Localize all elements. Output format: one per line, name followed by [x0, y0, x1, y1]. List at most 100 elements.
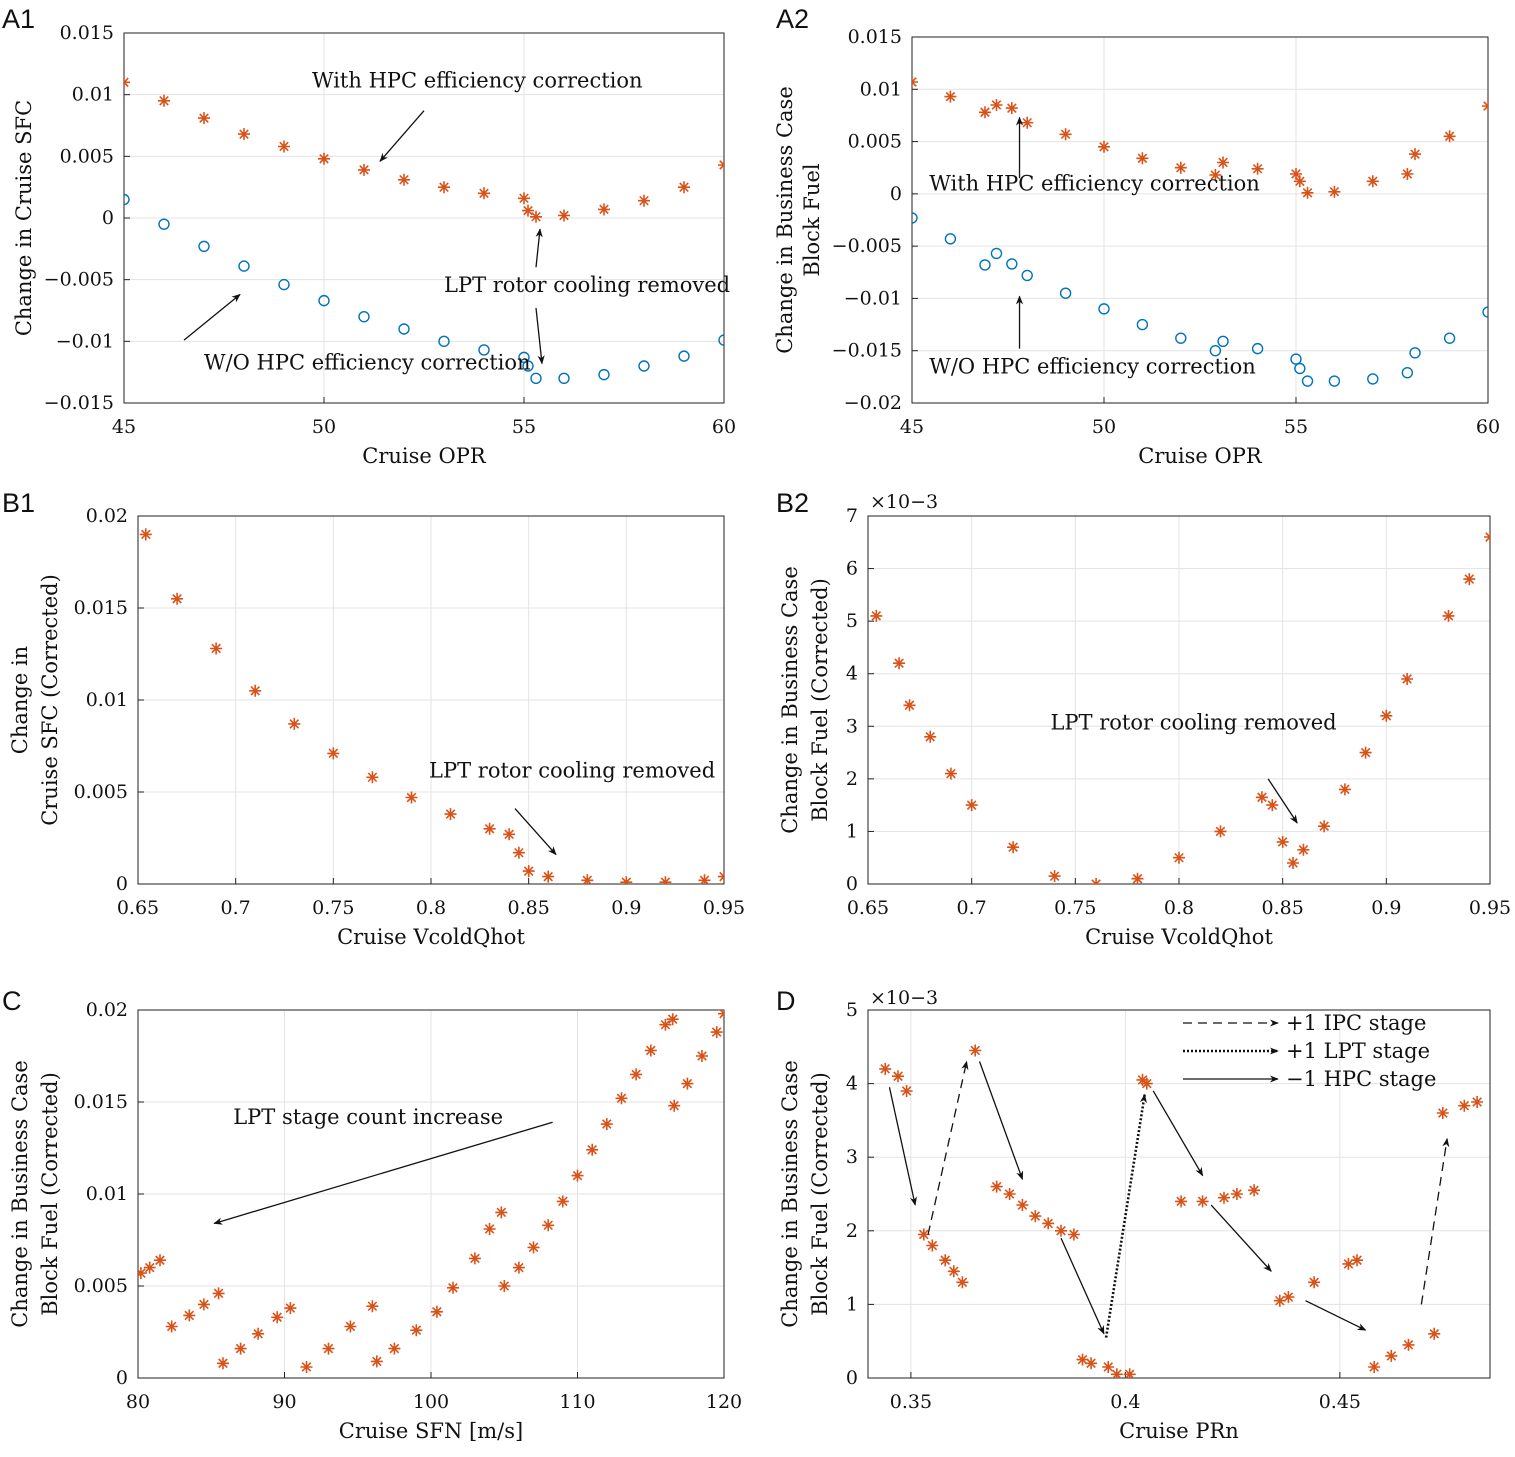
transition-arrow-dotted	[1104, 1093, 1147, 1338]
data-point	[615, 1092, 628, 1105]
x-tick-label: 0.95	[703, 897, 745, 919]
data-point	[1367, 373, 1379, 385]
annotation-arrow	[535, 228, 543, 268]
data-point	[1175, 332, 1187, 344]
annotation-text: LPT rotor cooling removed	[1050, 710, 1336, 734]
data-point	[586, 1143, 599, 1156]
data-point	[430, 1305, 443, 1318]
data-point	[438, 335, 450, 348]
y-tick-label: 0.02	[86, 999, 128, 1021]
data-point	[1380, 709, 1393, 722]
y-tick-label: 0	[846, 1367, 858, 1389]
data-point	[358, 310, 370, 323]
data-point	[1463, 573, 1476, 586]
data-point	[710, 1026, 723, 1039]
legend-label: +1 LPT stage	[1286, 1039, 1430, 1063]
y-tick-label: 3	[846, 715, 858, 737]
data-point	[1366, 175, 1379, 188]
data-point	[718, 870, 724, 883]
series-a	[124, 76, 724, 223]
x-tick-label: 110	[559, 1391, 595, 1413]
y-tick-label: −0.02	[844, 392, 902, 414]
annotation-text: W/O HPC efficiency correction	[204, 351, 531, 375]
data-point	[1287, 857, 1299, 869]
x-tick-label: 45	[112, 416, 136, 438]
data-point	[571, 1169, 584, 1182]
data-point	[1042, 1217, 1055, 1230]
x-tick-label: 50	[1092, 416, 1116, 438]
y-tick-label: 0.01	[86, 1183, 128, 1205]
data-point	[366, 771, 379, 784]
data-point	[969, 1044, 982, 1057]
data-point	[1218, 1191, 1230, 1204]
data-point	[398, 323, 410, 335]
data-point	[398, 173, 410, 186]
data-point	[238, 260, 250, 272]
x-tick-label: 50	[312, 416, 336, 438]
data-point	[718, 159, 724, 171]
panel-d: 0.35 0.4 0.45 0 1 2 3 4 5 ×10−3 D Cruise PRn Change …	[776, 986, 1491, 1443]
data-point	[522, 360, 534, 372]
data-point	[271, 1311, 284, 1324]
data-point	[1098, 303, 1110, 315]
data-point	[1029, 1210, 1042, 1223]
data-layer	[870, 531, 1490, 884]
data-point	[498, 1280, 511, 1292]
data-point	[518, 192, 530, 205]
data-point	[1409, 347, 1421, 359]
data-point	[678, 350, 690, 362]
x-tick-label: 0.95	[1469, 897, 1511, 919]
data-point	[638, 360, 650, 372]
y-axis-label: Change in Business Case	[778, 566, 802, 834]
data-point	[1443, 332, 1456, 344]
data-point	[678, 181, 690, 194]
data-point	[495, 1206, 508, 1219]
data-point	[1276, 835, 1289, 848]
x-axis-label: Cruise OPR	[1138, 444, 1263, 468]
y-tick-label: −0.01	[844, 287, 902, 309]
y-axis-label: Change in Business Case	[8, 1060, 32, 1328]
data-point	[638, 194, 650, 207]
data-point	[917, 1228, 930, 1241]
annotation-text: With HPC efficiency correction	[312, 68, 643, 92]
y-tick-label: 0	[846, 873, 858, 895]
y-axis-label: Cruise SFC (Corrected)	[38, 574, 62, 826]
data-point	[1385, 1349, 1398, 1362]
x-tick-label: 60	[712, 416, 736, 438]
data-point	[124, 76, 130, 89]
y-tick-label: −0.01	[56, 330, 114, 352]
data-point	[1006, 258, 1018, 270]
data-point	[405, 791, 418, 804]
transition-arrow-dashed	[1420, 1137, 1450, 1305]
y-tick-label: 2	[846, 1220, 858, 1242]
data-point	[138, 1267, 147, 1280]
data-point	[1021, 269, 1033, 282]
y-tick-label: 0	[116, 1367, 128, 1389]
data-point	[1248, 1184, 1261, 1197]
y-tick-label: 0.01	[72, 84, 114, 106]
data-point	[1301, 186, 1314, 199]
x-tick-label: 0.7	[221, 897, 251, 919]
y-tick-label: −0.015	[44, 392, 114, 414]
data-layer	[124, 76, 724, 385]
x-tick-label: 0.85	[508, 897, 550, 919]
y-axis-label: Change in Cruise SFC	[12, 100, 36, 336]
data-point	[143, 1261, 156, 1274]
data-point	[620, 876, 633, 884]
y-axis-label: Block Fuel (Corrected)	[808, 578, 832, 822]
series-a	[139, 528, 724, 884]
annotation-text: W/O HPC efficiency correction	[929, 355, 1256, 379]
data-point	[1131, 872, 1144, 884]
data-point	[1484, 531, 1490, 543]
data-point	[1021, 116, 1034, 129]
x-tick-label: 0.8	[1164, 897, 1194, 919]
data-point	[1098, 140, 1110, 153]
data-point	[1136, 318, 1149, 331]
data-point	[1251, 342, 1264, 355]
transition-arrow-solid	[888, 1087, 917, 1206]
x-tick-label: 90	[272, 1391, 296, 1413]
data-point	[322, 1342, 335, 1355]
data-point	[197, 1298, 210, 1311]
data-point	[1318, 820, 1331, 833]
